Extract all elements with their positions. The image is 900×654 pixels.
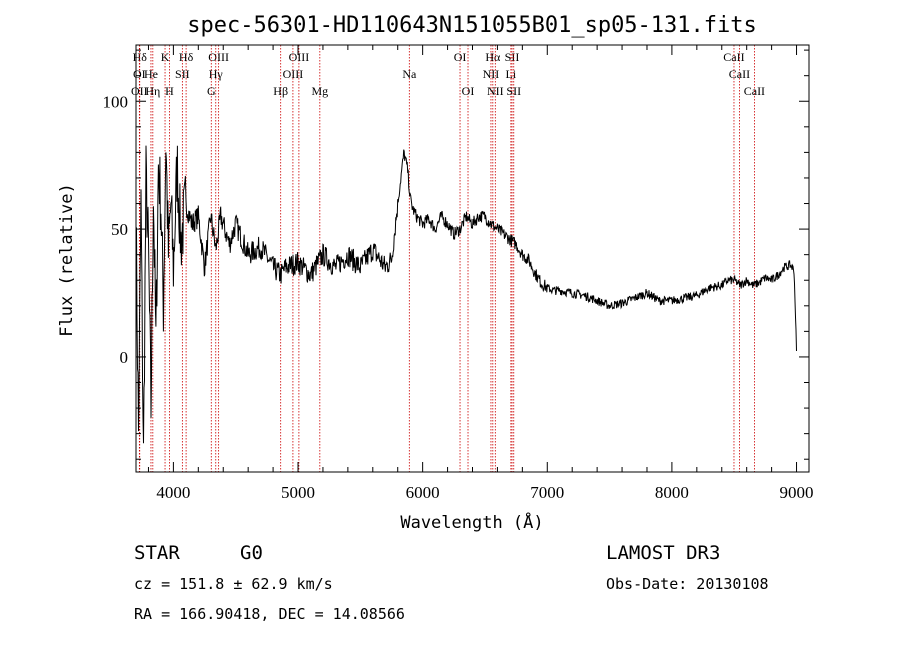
x-tick-label: 4000 <box>156 483 190 502</box>
x-tick-label: 6000 <box>406 483 440 502</box>
spectral-line-label: OIII <box>289 50 310 64</box>
spectral-line-label: Hδ <box>133 50 148 64</box>
object-class: STAR <box>134 542 180 564</box>
y-tick-label: 50 <box>111 220 128 239</box>
spectral-line-label: OII <box>131 84 148 98</box>
spectral-line-label: Hη <box>145 84 160 98</box>
obs-date-text: Obs-Date: 20130108 <box>606 575 769 593</box>
spectral-line-label: CaII <box>729 67 750 81</box>
spectral-lines: Hδ K Hδ OIII OIII OI Hα SII CaII OI He SII Hγ OIII Na N… <box>131 45 765 472</box>
spectral-line-label: CaII <box>744 84 765 98</box>
spectral-line-label: SII <box>175 67 190 81</box>
spectral-line-label: K <box>161 50 170 64</box>
plot-frame <box>135 44 810 473</box>
spectral-line-label: Hα <box>485 50 501 64</box>
spectral-line-label: Li <box>506 67 517 81</box>
spectral-line-label: G <box>207 84 216 98</box>
axis-ticks: 4000 5000 6000 7000 8000 9000 0 50 100 <box>103 45 814 502</box>
spectral-line-label: Mg <box>311 84 328 98</box>
spectral-line-label: NII <box>487 84 504 98</box>
x-tick-label: 5000 <box>281 483 315 502</box>
y-axis-label: Flux (relative) <box>57 183 77 337</box>
spectral-line-label: OIII <box>208 50 229 64</box>
spectral-line-label: SII <box>506 84 521 98</box>
spectral-line-label: Na <box>402 67 417 81</box>
x-tick-label: 9000 <box>780 483 814 502</box>
y-tick-label: 100 <box>103 92 129 111</box>
spectral-line-label: OI <box>462 84 475 98</box>
spectral-line-label: H <box>165 84 174 98</box>
spectral-line-label: OI <box>454 50 467 64</box>
spectral-line-label: Hδ <box>179 50 194 64</box>
x-axis-label: Wavelength (Å) <box>400 511 543 533</box>
radec-text: RA = 166.90418, DEC = 14.08566 <box>134 605 405 623</box>
y-tick-label: 0 <box>120 348 129 367</box>
spectral-line-label: Hβ <box>273 84 288 98</box>
chart-title: spec-56301-HD110643N151055B01_sp05-131.f… <box>187 13 757 38</box>
survey-name: LAMOST DR3 <box>606 542 720 564</box>
spectral-line-label: NII <box>483 67 500 81</box>
spectral-line-label: Hγ <box>209 67 224 81</box>
spectral-line-label: CaII <box>723 50 744 64</box>
spectral-line-label: SII <box>505 50 520 64</box>
object-subclass: G0 <box>240 542 263 564</box>
spectral-line-label: He <box>144 67 158 81</box>
x-tick-label: 8000 <box>655 483 689 502</box>
x-tick-label: 7000 <box>530 483 564 502</box>
spectral-line-label: OIII <box>283 67 304 81</box>
flux-series <box>135 145 797 444</box>
redshift-text: cz = 151.8 ± 62.9 km/s <box>134 575 333 593</box>
